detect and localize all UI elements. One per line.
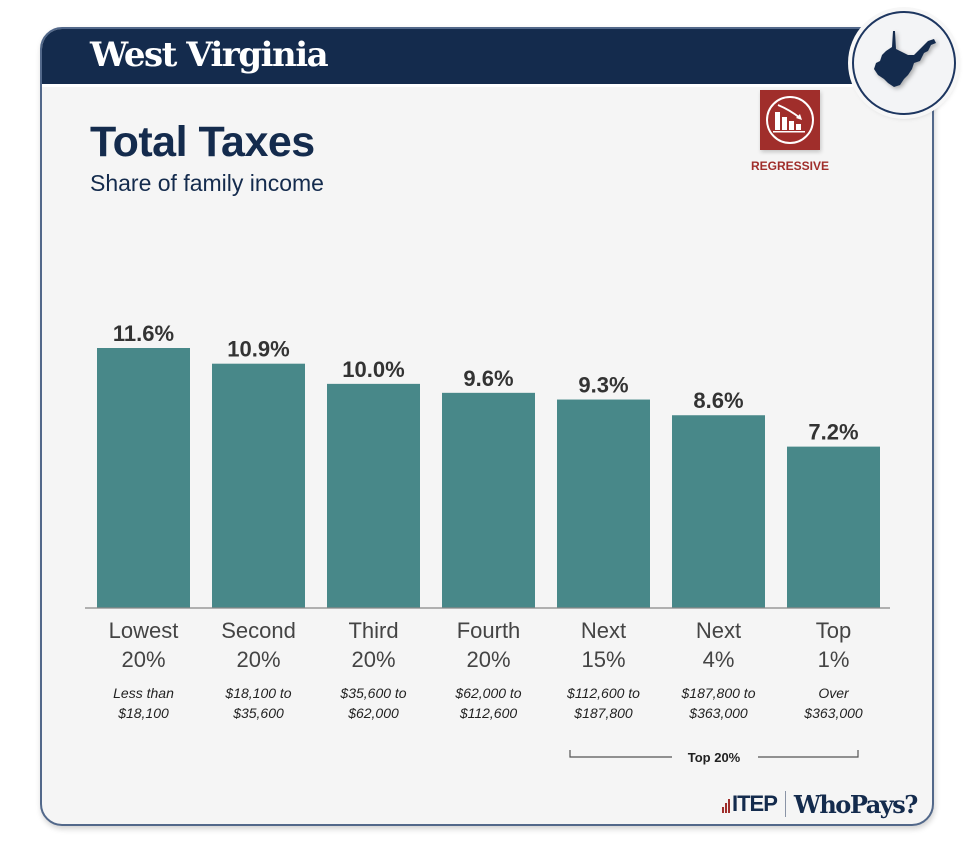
west-virginia-map-icon (852, 11, 956, 115)
income-range-label-5: $187,800 to (681, 685, 756, 701)
whopays-logo: WhoPays? (793, 789, 918, 819)
bar-5 (672, 415, 765, 608)
bar-3 (442, 392, 535, 608)
labels-layer: 11.6% Lowest 20% Less than $18,100 10.9% Secon… (109, 321, 863, 721)
header-band: West Virginia (42, 29, 932, 87)
category-pct-label-4: 15% (581, 647, 625, 672)
itep-bars-icon (722, 799, 730, 813)
bracket-left-line (569, 750, 672, 758)
income-range-label-0: Less than (113, 685, 174, 701)
value-label-1: 10.9% (227, 337, 289, 362)
income-range-label-1: $18,100 to (224, 685, 291, 701)
bracket-label: Top 20% (688, 750, 741, 765)
state-name: West Virginia (90, 35, 329, 75)
chart-subtitle: Share of family income (90, 170, 324, 196)
bar-4 (557, 399, 650, 608)
itep-logo: ITEP (722, 791, 778, 817)
income-range-label-2: $35,600 to (339, 685, 406, 701)
bar-2 (327, 383, 420, 608)
bracket-right-line (758, 750, 859, 758)
bars-layer (97, 348, 880, 608)
logo-divider (784, 791, 786, 817)
bar-6 (787, 446, 880, 608)
category-pct-label-3: 20% (466, 647, 510, 672)
bar-0 (97, 348, 190, 608)
income-range-label-2-5: $363,000 (688, 705, 748, 721)
value-label-2: 10.0% (342, 357, 404, 382)
category-label-2: Third (348, 618, 398, 643)
category-label-1: Second (221, 618, 296, 643)
income-range-label-2-4: $187,800 (573, 705, 633, 721)
value-label-4: 9.3% (578, 373, 628, 398)
value-label-0: 11.6% (113, 321, 174, 346)
category-pct-label-6: 1% (818, 647, 850, 672)
income-range-label-4: $112,600 to (566, 685, 640, 701)
value-label-6: 7.2% (808, 420, 858, 445)
category-pct-label-2: 20% (351, 647, 395, 672)
income-range-label-3: $62,000 to (454, 685, 521, 701)
chart-title: Total Taxes (90, 118, 315, 166)
category-label-4: Next (581, 618, 626, 643)
regressive-label: REGRESSIVE (750, 159, 830, 173)
annotation-layer: Top 20% (569, 750, 859, 765)
category-pct-label-1: 20% (236, 647, 280, 672)
itep-text: ITEP (732, 791, 778, 816)
income-range-label-2-2: $62,000 (347, 705, 399, 721)
category-pct-label-0: 20% (121, 647, 165, 672)
income-range-label-2-6: $363,000 (803, 705, 863, 721)
category-label-5: Next (696, 618, 741, 643)
regressive-chart-icon (760, 90, 820, 150)
footer-logo: ITEP WhoPays? (722, 789, 918, 819)
income-range-label-2-1: $35,600 (232, 705, 284, 721)
state-shape (874, 31, 936, 87)
category-label-6: Top (816, 618, 851, 643)
category-label-0: Lowest (109, 618, 179, 643)
category-pct-label-5: 4% (703, 647, 735, 672)
income-range-label-2-0: $18,100 (117, 705, 169, 721)
income-range-label-2-3: $112,600 (459, 705, 518, 721)
top-20-bracket: Top 20% (569, 750, 859, 765)
value-label-5: 8.6% (693, 388, 743, 413)
category-label-3: Fourth (457, 618, 521, 643)
value-label-3: 9.6% (463, 366, 513, 391)
bar-1 (212, 363, 305, 608)
income-range-label-6: Over (818, 685, 850, 701)
